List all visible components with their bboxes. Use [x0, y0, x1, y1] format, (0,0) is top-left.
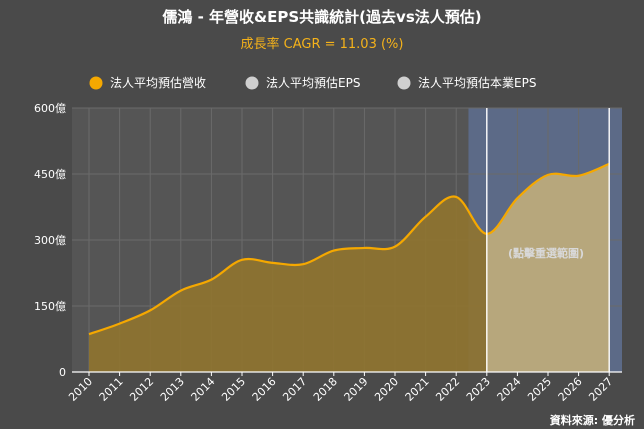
x-tick-label: 2026: [556, 375, 585, 404]
chart-title: 儒鴻 - 年營收&EPS共識統計(過去vs法人預估): [162, 8, 481, 26]
x-tick-label: 2017: [280, 375, 309, 404]
x-tick-label: 2024: [495, 375, 524, 404]
y-tick-label: 450億: [34, 168, 66, 181]
chart-subtitle: 成長率 CAGR = 11.03 (%): [241, 36, 404, 52]
x-tick-label: 2027: [586, 375, 615, 404]
x-tick-label: 2012: [127, 375, 156, 404]
x-tick-label: 2025: [525, 375, 554, 404]
x-tick-label: 2019: [342, 375, 371, 404]
x-tick-label: 2014: [189, 375, 218, 404]
x-tick-label: 2011: [97, 375, 126, 404]
x-tick-label: 2010: [66, 375, 95, 404]
x-tick-label: 2018: [311, 375, 340, 404]
legend-marker[interactable]: [245, 76, 259, 90]
y-tick-label: 0: [59, 366, 66, 379]
x-tick-label: 2015: [219, 375, 248, 404]
selection-note[interactable]: (點擊重選範圍): [508, 246, 584, 260]
y-tick-label: 600億: [34, 102, 66, 115]
y-tick-label: 150億: [34, 300, 66, 313]
legend: 法人平均預估營收 法人平均預估EPS 法人平均預估本業EPS: [89, 76, 536, 90]
x-tick-label: 2016: [250, 375, 279, 404]
selection-area: [486, 163, 610, 372]
x-tick-label: 2013: [158, 375, 187, 404]
legend-marker[interactable]: [89, 76, 103, 90]
x-tick-label: 2023: [464, 375, 493, 404]
source-label: 資料來源: 優分析: [550, 413, 635, 427]
revenue-line: [88, 162, 610, 336]
x-tick-label: 2020: [372, 375, 401, 404]
legend-label[interactable]: 法人平均預估EPS: [266, 76, 360, 90]
revenue-area: [89, 163, 610, 372]
legend-marker[interactable]: [397, 76, 411, 90]
y-tick-label: 300億: [34, 234, 66, 247]
legend-label[interactable]: 法人平均預估本業EPS: [418, 76, 536, 90]
legend-label[interactable]: 法人平均預估營收: [110, 76, 206, 90]
x-tick-label: 2021: [403, 375, 432, 404]
x-tick-label: 2022: [433, 375, 462, 404]
